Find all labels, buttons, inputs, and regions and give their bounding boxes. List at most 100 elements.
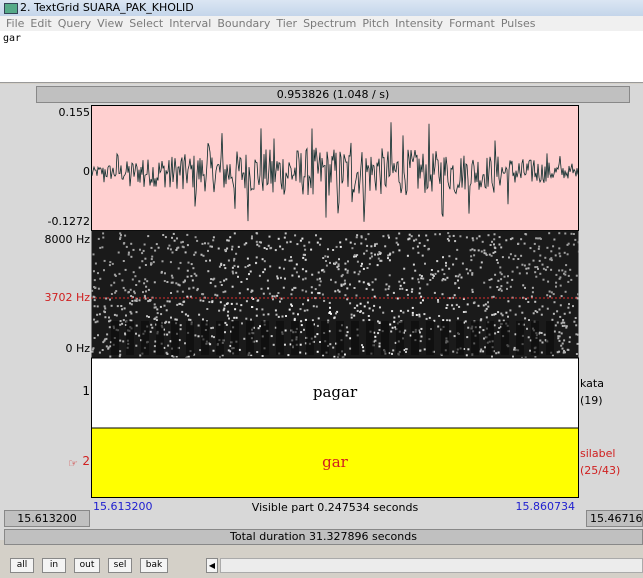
menu-item[interactable]: Spectrum	[303, 17, 356, 30]
spectrogram-speck	[177, 291, 179, 293]
spectrogram-speck	[413, 264, 415, 266]
spectrogram-speck	[419, 274, 421, 276]
spectrogram-speck	[467, 327, 469, 329]
menu-item[interactable]: Select	[129, 17, 163, 30]
menu-item[interactable]: View	[97, 17, 123, 30]
spectrogram-speck	[572, 305, 574, 307]
spectrogram-speck	[421, 275, 423, 277]
spectrogram-speck	[93, 319, 95, 321]
spectrogram-speck	[93, 270, 95, 272]
spectrogram-speck	[256, 340, 258, 342]
spectrogram-speck	[472, 291, 474, 293]
spectrogram-speck	[555, 324, 557, 326]
left-time[interactable]: 15.613200	[4, 510, 90, 527]
menu-item[interactable]: File	[6, 17, 24, 30]
spectrogram-speck	[234, 265, 236, 267]
spectrogram-speck	[525, 298, 527, 300]
menu-item[interactable]: Edit	[30, 17, 51, 30]
zoom-button[interactable]: bak	[140, 558, 168, 573]
spectrogram-speck	[346, 326, 348, 328]
spectrogram-speck	[302, 278, 304, 280]
spectrogram-speck	[564, 313, 566, 315]
menu-item[interactable]: Pitch	[362, 17, 389, 30]
spectrogram-speck	[565, 264, 567, 266]
spectrogram-speck	[541, 332, 543, 334]
spectrogram-speck	[362, 350, 364, 352]
spectrogram-speck	[434, 292, 436, 294]
spectrogram-speck	[420, 328, 422, 330]
spectrogram-speck	[509, 309, 511, 311]
scrollbar[interactable]	[220, 558, 643, 573]
spectrogram-speck	[194, 334, 196, 336]
spectrogram-speck	[109, 264, 111, 266]
spectrogram-band	[111, 321, 119, 355]
menu-item[interactable]: Boundary	[217, 17, 270, 30]
spectrogram-speck	[327, 256, 329, 258]
zoom-button[interactable]: out	[74, 558, 100, 573]
spectrogram-speck	[484, 346, 486, 348]
spectrogram-speck	[458, 287, 460, 289]
total-duration[interactable]: Total duration 31.327896 seconds	[4, 529, 643, 545]
spectrogram-speck	[360, 265, 362, 267]
spectrogram-speck	[138, 280, 140, 282]
spectrogram-speck	[575, 317, 577, 319]
spectrogram-speck	[354, 307, 356, 309]
spectrogram-speck	[344, 280, 346, 282]
menu-item[interactable]: Tier	[276, 17, 297, 30]
spectrogram-speck	[236, 303, 238, 305]
spectrogram-speck	[449, 330, 451, 332]
spectrogram-speck	[497, 280, 499, 282]
spectrogram-speck	[339, 291, 341, 293]
spectrogram-speck	[114, 274, 116, 276]
spectrogram-speck	[229, 236, 231, 238]
spectrogram-speck	[153, 261, 155, 263]
spectrogram-speck	[226, 324, 228, 326]
spectrogram-speck	[363, 319, 365, 321]
spectrogram-speck	[303, 254, 305, 256]
spectrogram-speck	[474, 249, 476, 251]
spectrogram-speck	[576, 353, 578, 355]
menu-item[interactable]: Pulses	[501, 17, 536, 30]
spectrogram-speck	[166, 334, 168, 336]
spectrogram-band	[201, 321, 209, 355]
spectrogram-speck	[351, 247, 353, 249]
scroll-left[interactable]: ◀	[206, 558, 218, 573]
spectrogram-speck	[561, 322, 563, 324]
spectrogram-speck	[463, 311, 465, 313]
spectrogram-speck	[513, 349, 515, 351]
spectrogram-speck	[437, 301, 439, 303]
menu-item[interactable]: Interval	[169, 17, 211, 30]
zoom-button[interactable]: in	[42, 558, 66, 573]
spectrogram-speck	[231, 303, 233, 305]
spectrogram-band	[381, 321, 389, 355]
spectrogram-speck	[162, 260, 164, 262]
spectrogram-speck	[130, 295, 132, 297]
spectrogram-speck	[388, 288, 390, 290]
text-field[interactable]: gar	[0, 31, 643, 83]
spectrogram-speck	[107, 348, 109, 350]
right-time[interactable]: 15.467162	[586, 510, 643, 527]
menu-item[interactable]: Query	[58, 17, 91, 30]
spectrogram-speck	[110, 284, 112, 286]
spectrogram-speck	[264, 247, 266, 249]
spectrogram-speck	[124, 333, 126, 335]
spectrogram-speck	[284, 344, 286, 346]
spectrogram-speck	[317, 242, 319, 244]
zoom-button[interactable]: all	[10, 558, 34, 573]
spectrogram-speck	[195, 275, 197, 277]
spectrogram-speck	[94, 337, 96, 339]
spectrogram-speck	[539, 273, 541, 275]
spectrogram-speck	[531, 296, 533, 298]
zoom-button[interactable]: sel	[108, 558, 132, 573]
selection-header[interactable]: 0.953826 (1.048 / s)	[36, 86, 630, 103]
spectrogram-speck	[398, 249, 400, 251]
spectrogram-speck	[436, 260, 438, 262]
menu-item[interactable]: Formant	[449, 17, 495, 30]
spectrogram-speck	[522, 284, 524, 286]
menu-item[interactable]: Intensity	[395, 17, 443, 30]
spectrogram-speck	[555, 254, 557, 256]
spectrogram-speck	[577, 343, 579, 345]
spectrogram-speck	[453, 308, 455, 310]
spectrogram-speck	[420, 296, 422, 298]
spectrogram-speck	[478, 249, 480, 251]
